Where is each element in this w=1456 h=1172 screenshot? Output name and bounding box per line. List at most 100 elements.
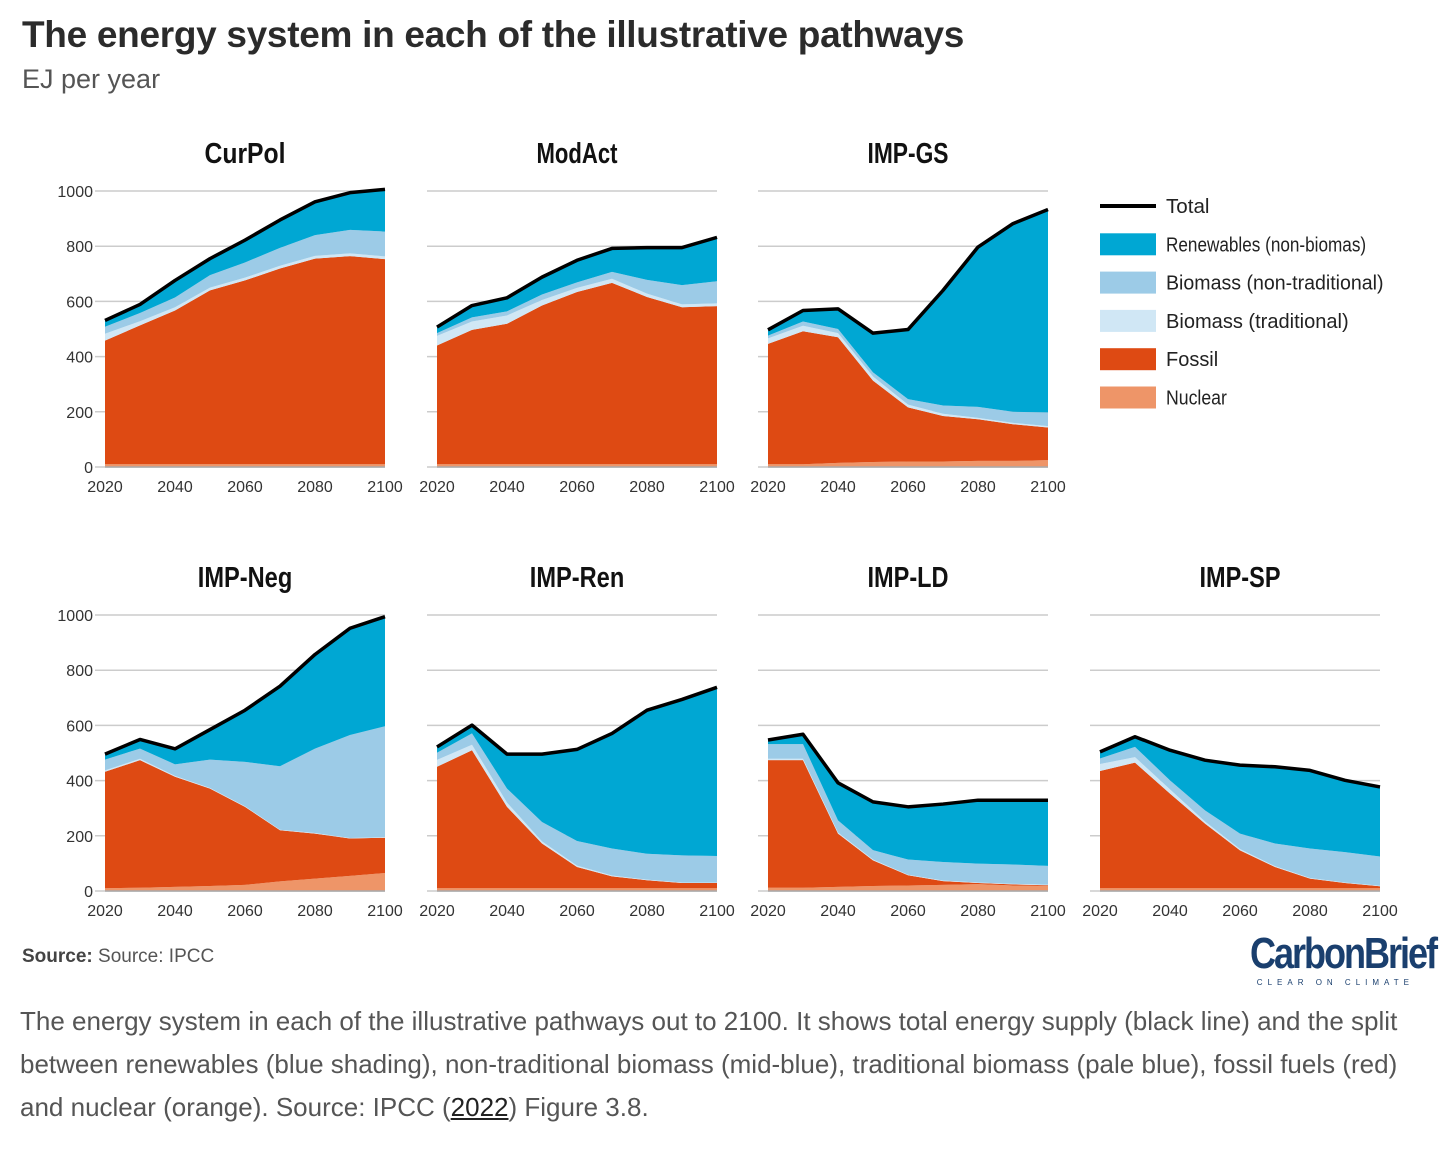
x-tick-label: 2020 [419, 903, 455, 920]
legend-swatch-nuclear [1100, 386, 1156, 409]
x-tick-label: 2080 [297, 479, 333, 496]
panel-title: IMP-GS [868, 138, 949, 170]
total-line [767, 207, 1049, 335]
total-line [767, 732, 1048, 809]
legend-label: Biomass (non-traditional) [1166, 273, 1384, 295]
x-tick-label: 2020 [419, 479, 455, 496]
area-fossil [768, 331, 1048, 465]
x-tick-label: 2020 [87, 903, 123, 920]
legend-swatch-fossil [1100, 348, 1156, 371]
caption-link-2022[interactable]: 2022 [450, 1092, 509, 1122]
legend-label: Renewables (non-biomas) [1166, 234, 1366, 256]
area-biomass-nontrad [105, 229, 385, 334]
area-biomass-nontrad [437, 733, 717, 883]
x-tick-label: 2060 [227, 903, 263, 920]
source-text: Source: IPCC [98, 946, 215, 967]
y-tick-label: 800 [66, 663, 93, 680]
total-line [436, 235, 718, 329]
x-tick-label: 2040 [489, 479, 525, 496]
x-tick-label: 2060 [890, 903, 926, 920]
figure-caption: The energy system in each of the illustr… [20, 1000, 1430, 1129]
area-biomass-nontrad [1100, 746, 1380, 886]
carbonbrief-logo: CarbonBrief CLEAR ON CLIMATE [1214, 929, 1438, 988]
panel-title: IMP-LD [868, 562, 949, 594]
y-tick-label: 0 [84, 884, 93, 901]
area-fossil [105, 256, 385, 465]
area-biomass-nontrad [768, 744, 1048, 885]
y-tick-label: 600 [66, 294, 93, 311]
chart-subtitle: EJ per year [22, 64, 161, 94]
caption-text: The energy system in each of the illustr… [20, 1006, 1398, 1122]
area-fossil [1100, 762, 1380, 889]
caption-text-end: ) Figure 3.8. [508, 1092, 649, 1122]
total-line [104, 614, 386, 756]
y-tick-label: 200 [66, 829, 93, 846]
x-tick-label: 2060 [559, 479, 595, 496]
area-fossil [437, 750, 717, 889]
x-tick-label: 2060 [890, 479, 926, 496]
panel-title: IMP-SP [1200, 562, 1281, 594]
x-tick-label: 2040 [820, 479, 856, 496]
total-line [1099, 734, 1381, 789]
legend-swatch-renewables [1100, 233, 1156, 256]
x-tick-label: 2100 [367, 903, 403, 920]
x-tick-label: 2100 [1030, 479, 1066, 496]
area-fossil [105, 760, 385, 889]
y-tick-label: 800 [66, 239, 93, 256]
panel-title: CurPol [205, 138, 286, 170]
total-line [436, 685, 718, 756]
area-biomass-nontrad [768, 321, 1048, 427]
x-tick-label: 2060 [559, 903, 595, 920]
area-biomass-nontrad [437, 271, 717, 336]
y-tick-label: 0 [84, 460, 93, 477]
legend-label: Biomass (traditional) [1166, 311, 1349, 333]
area-nuclear [768, 884, 1048, 891]
panel-title: IMP-Ren [530, 562, 625, 594]
area-renewables [768, 209, 1048, 413]
x-tick-label: 2040 [157, 479, 193, 496]
source-label: Source: [22, 946, 93, 967]
logo-name: CarbonBrief [1250, 929, 1438, 978]
x-tick-label: 2080 [960, 479, 996, 496]
area-fossil [437, 282, 717, 465]
legend-label: Nuclear [1166, 388, 1227, 410]
panel-title: ModAct [537, 138, 618, 170]
x-tick-label: 2060 [227, 479, 263, 496]
area-renewables [437, 687, 717, 856]
x-tick-label: 2080 [629, 903, 665, 920]
total-line [104, 187, 386, 323]
area-renewables [105, 616, 385, 767]
x-tick-label: 2100 [699, 479, 735, 496]
x-tick-label: 2040 [820, 903, 856, 920]
area-nuclear [768, 460, 1048, 467]
area-renewables [1100, 736, 1380, 857]
x-tick-label: 2060 [1222, 903, 1258, 920]
x-tick-label: 2020 [87, 479, 123, 496]
chart-title: The energy system in each of the illustr… [22, 14, 965, 55]
x-tick-label: 2080 [1292, 903, 1328, 920]
x-tick-label: 2020 [1082, 903, 1118, 920]
x-tick-label: 2080 [629, 479, 665, 496]
x-tick-label: 2080 [960, 903, 996, 920]
source-note: Source: Source: IPCC [22, 946, 214, 968]
x-tick-label: 2100 [1030, 903, 1066, 920]
y-tick-label: 600 [66, 718, 93, 735]
legend-label: Total [1166, 196, 1210, 218]
x-tick-label: 2100 [1362, 903, 1398, 920]
area-biomass-trad [437, 278, 717, 346]
area-biomass-trad [768, 325, 1048, 428]
x-tick-label: 2080 [297, 903, 333, 920]
x-tick-label: 2100 [367, 479, 403, 496]
chart-area: CurPol 0 200 400 600 800 1000 2020 2040 2060 2080 2… [57, 138, 1398, 920]
x-tick-label: 2020 [750, 903, 786, 920]
area-biomass-nontrad [105, 726, 385, 839]
y-tick-label: 400 [66, 774, 93, 791]
area-nuclear [105, 873, 385, 891]
x-tick-label: 2040 [157, 903, 193, 920]
legend-label: Fossil [1166, 349, 1218, 371]
legend-swatch-biomass-trad [1100, 309, 1156, 332]
x-tick-label: 2020 [750, 479, 786, 496]
panel-title: IMP-Neg [198, 562, 293, 594]
y-tick-label: 200 [66, 405, 93, 422]
legend-swatch-biomass-nontrad [1100, 271, 1156, 294]
